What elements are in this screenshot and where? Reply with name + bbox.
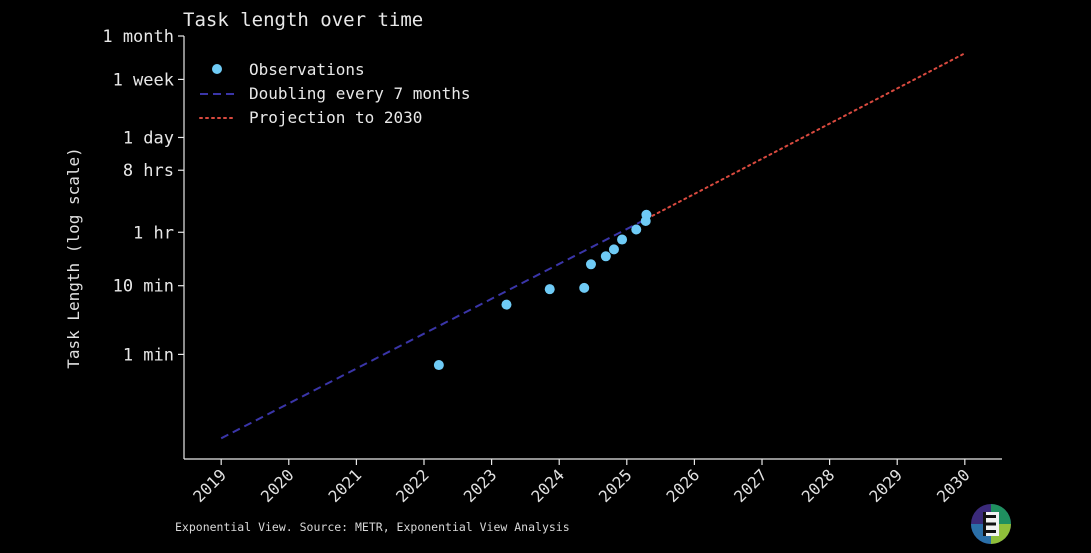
observation-point xyxy=(501,299,512,310)
observation-point xyxy=(608,244,619,255)
projection-line xyxy=(646,52,966,220)
source-caption: Exponential View. Source: METR, Exponent… xyxy=(175,520,570,534)
y-tick-label: 1 month xyxy=(102,27,174,47)
y-tick-label: 1 min xyxy=(123,345,174,365)
legend-marker-observations xyxy=(212,64,222,74)
observation-point xyxy=(433,360,444,371)
ticks: 1 min 10 min 1 hr 8 hrs 1 day 1 week 1 month 20… xyxy=(102,27,973,506)
series-lines xyxy=(220,52,966,440)
observation-point xyxy=(544,284,555,295)
y-tick-label: 10 min xyxy=(113,277,174,297)
x-tick-label: 2023 xyxy=(460,465,501,506)
legend: Observations Doubling every 7 months Proje… xyxy=(199,60,471,127)
x-tick-label: 2022 xyxy=(392,465,433,506)
x-tick-label: 2021 xyxy=(325,465,366,506)
y-tick-label: 1 day xyxy=(123,128,174,148)
x-tick-label: 2028 xyxy=(798,465,839,506)
observation-point xyxy=(600,251,611,262)
x-tick-label: 2025 xyxy=(595,465,636,506)
y-axis-label: Task Length (log scale) xyxy=(64,147,83,369)
chart-title: Task length over time xyxy=(183,9,423,31)
observation-point xyxy=(631,224,642,235)
observation-point xyxy=(617,234,628,245)
observation-point xyxy=(641,209,652,220)
y-tick-label: 8 hrs xyxy=(123,161,174,181)
legend-label: Observations xyxy=(249,60,365,79)
x-tick-label: 2024 xyxy=(527,465,568,506)
exponential-view-logo-icon xyxy=(971,504,1011,544)
axes xyxy=(183,36,1002,460)
y-tick-label: 1 week xyxy=(113,70,174,90)
observation-point xyxy=(585,259,596,270)
observation-points xyxy=(433,209,652,371)
trend-line xyxy=(220,217,648,440)
x-tick-label: 2027 xyxy=(730,465,771,506)
x-tick-label: 2020 xyxy=(257,465,298,506)
x-tick-label: 2019 xyxy=(189,465,230,506)
legend-label: Doubling every 7 months xyxy=(249,84,471,103)
x-tick-label: 2026 xyxy=(663,465,704,506)
y-tick-label: 1 hr xyxy=(133,223,174,243)
legend-label: Projection to 2030 xyxy=(249,108,422,127)
observation-point xyxy=(579,282,590,293)
x-tick-label: 2030 xyxy=(933,465,974,506)
x-tick-label: 2029 xyxy=(865,465,906,506)
